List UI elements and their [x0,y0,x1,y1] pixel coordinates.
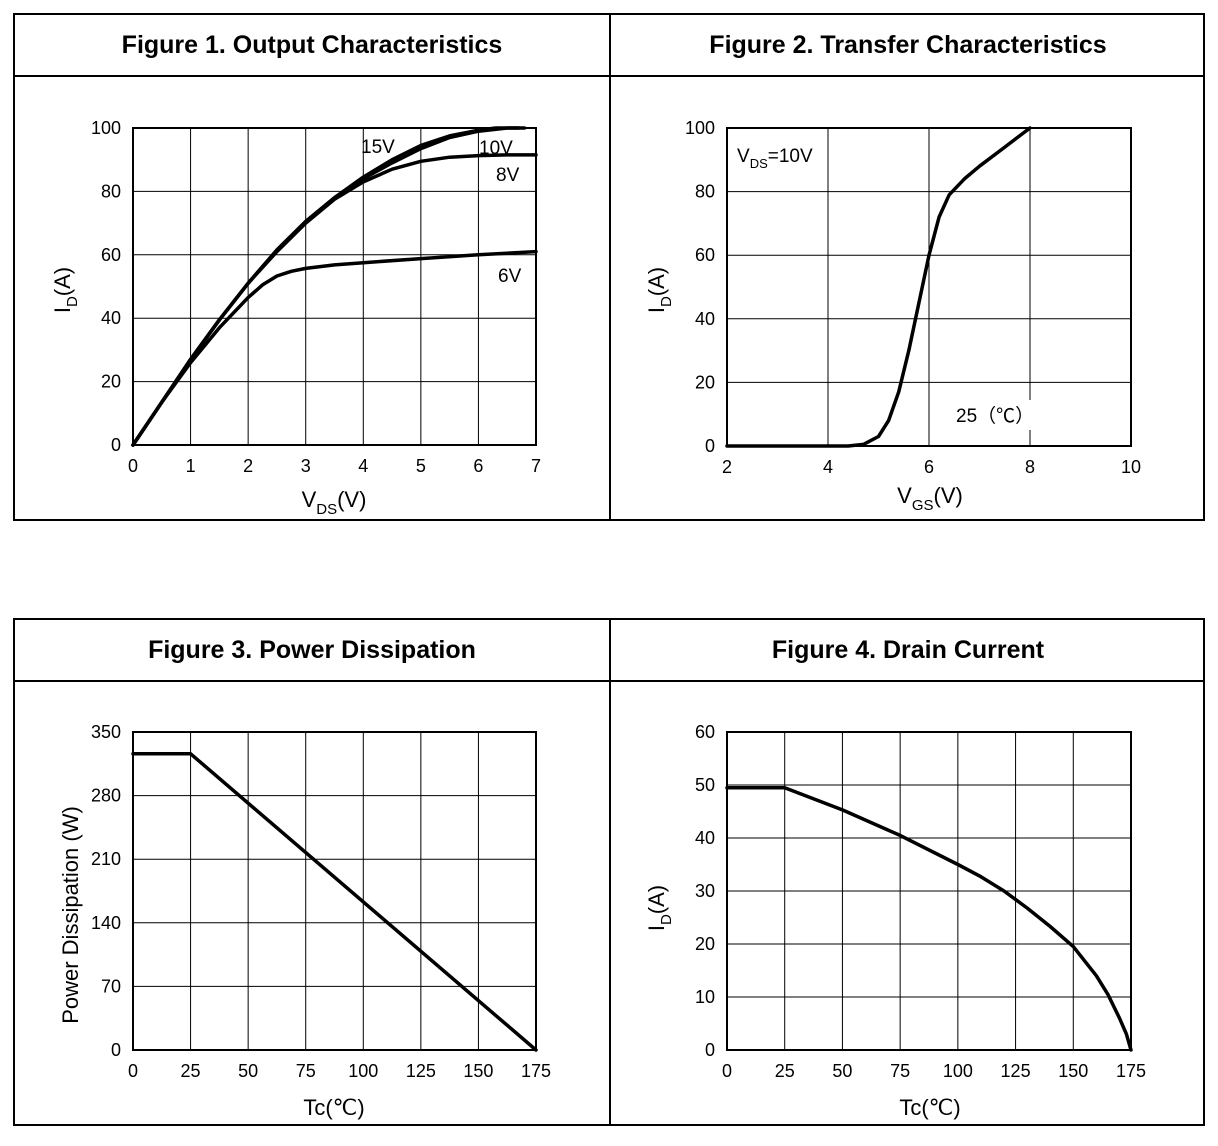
x-tick-label: 175 [1116,1061,1146,1081]
series-label: 6V [498,266,522,287]
figure-1-title: Figure 1. Output Characteristics [15,15,609,77]
y-tick-label: 80 [695,182,715,202]
x-tick-label: 6 [473,456,483,476]
annotation-background [952,400,1038,430]
figure-3-cell: Figure 3. Power Dissipation [15,620,609,1124]
y-tick-label: 80 [101,181,121,201]
series-label: 15V [361,137,395,158]
x-tick-label: 8 [1025,457,1035,477]
cell-divider [609,15,611,519]
series-line [131,249,538,447]
y-tick-label: 40 [695,309,715,329]
y-axis-label: Power Dissipation (W) [58,806,83,1024]
x-tick-label: 0 [128,1061,138,1081]
y-tick-label: 70 [101,976,121,996]
y-tick-label: 60 [101,245,121,265]
series-line [725,126,1032,448]
annotation-label: 25（℃） [956,405,1034,427]
figure-table-bottom: Figure 3. Power Dissipation Figure 4. Dr… [13,618,1205,1126]
plot-frame [726,127,1132,447]
series-line [131,752,538,1052]
x-tick-label: 75 [296,1061,316,1081]
x-tick-label: 0 [128,456,138,476]
series-line [725,785,1133,1052]
x-tick-label: 1 [186,456,196,476]
x-tick-label: 6 [924,457,934,477]
cell-divider [609,620,611,1124]
y-tick-label: 20 [695,934,715,954]
x-tick-label: 0 [722,1061,732,1081]
y-tick-label: 280 [91,786,121,806]
x-axis-label: Tc(℃) [899,1095,960,1120]
x-tick-label: 4 [358,456,368,476]
y-tick-label: 100 [91,118,121,138]
figure-2-title: Figure 2. Transfer Characteristics [611,15,1205,77]
figure-1-cell: Figure 1. Output Characteristics [15,15,609,519]
y-tick-label: 40 [695,828,715,848]
x-tick-label: 50 [238,1061,258,1081]
figure-2-cell: Figure 2. Transfer Characteristics [611,15,1205,519]
x-tick-label: 125 [1001,1061,1031,1081]
y-tick-label: 210 [91,849,121,869]
x-tick-label: 5 [416,456,426,476]
y-tick-label: 0 [705,436,715,456]
x-tick-label: 150 [463,1061,493,1081]
y-tick-label: 40 [101,308,121,328]
x-axis-label: VGS(V) [897,483,963,514]
x-tick-label: 2 [722,457,732,477]
y-tick-label: 0 [111,1040,121,1060]
chart-3: 0 25 50 75 100 125 150 175 0 70 140 210 280 350 Tc(℃) P… [58,722,551,1120]
y-tick-label: 100 [685,118,715,138]
series-line [131,126,527,447]
x-tick-label: 25 [775,1061,795,1081]
plot-frame [132,731,537,1051]
figure-4-cell: Figure 4. Drain Current [611,620,1205,1124]
x-axis-label: Tc(℃) [303,1095,364,1120]
y-tick-label: 0 [705,1040,715,1060]
y-tick-label: 20 [101,372,121,392]
figure-3-title: Figure 3. Power Dissipation [15,620,609,682]
y-tick-label: 0 [111,435,121,455]
x-axis-label: VDS(V) [302,487,367,518]
y-tick-label: 60 [695,722,715,742]
y-tick-label: 30 [695,881,715,901]
y-axis-label: ID(A) [50,267,81,313]
y-tick-label: 140 [91,913,121,933]
x-tick-label: 50 [832,1061,852,1081]
annotation-label: VDS=10V [737,146,813,171]
x-tick-label: 10 [1121,457,1141,477]
annotation-background [733,140,825,170]
y-axis-label: ID(A) [644,267,675,313]
y-tick-label: 50 [695,775,715,795]
x-tick-label: 100 [943,1061,973,1081]
figure-4-title: Figure 4. Drain Current [611,620,1205,682]
x-tick-label: 75 [890,1061,910,1081]
x-tick-label: 150 [1058,1061,1088,1081]
plot-frame [726,731,1132,1051]
x-tick-label: 7 [531,456,541,476]
y-tick-label: 10 [695,987,715,1007]
y-axis-label: ID(A) [644,885,675,931]
y-tick-label: 350 [91,722,121,742]
x-tick-label: 2 [243,456,253,476]
x-tick-label: 4 [823,457,833,477]
figure-table-top: Figure 1. Output Characteristics Figure … [13,13,1205,521]
x-tick-label: 3 [301,456,311,476]
x-tick-label: 175 [521,1061,551,1081]
y-tick-label: 60 [695,245,715,265]
x-tick-label: 25 [181,1061,201,1081]
x-tick-label: 125 [406,1061,436,1081]
x-tick-label: 100 [348,1061,378,1081]
series-line [131,153,538,447]
y-tick-label: 20 [695,372,715,392]
chart-4: 0 25 50 75 100 125 150 175 0 10 20 30 40 50 60 Tc(℃) ID(… [644,722,1146,1120]
plot-frame [132,127,537,446]
series-label: 8V [496,165,520,186]
